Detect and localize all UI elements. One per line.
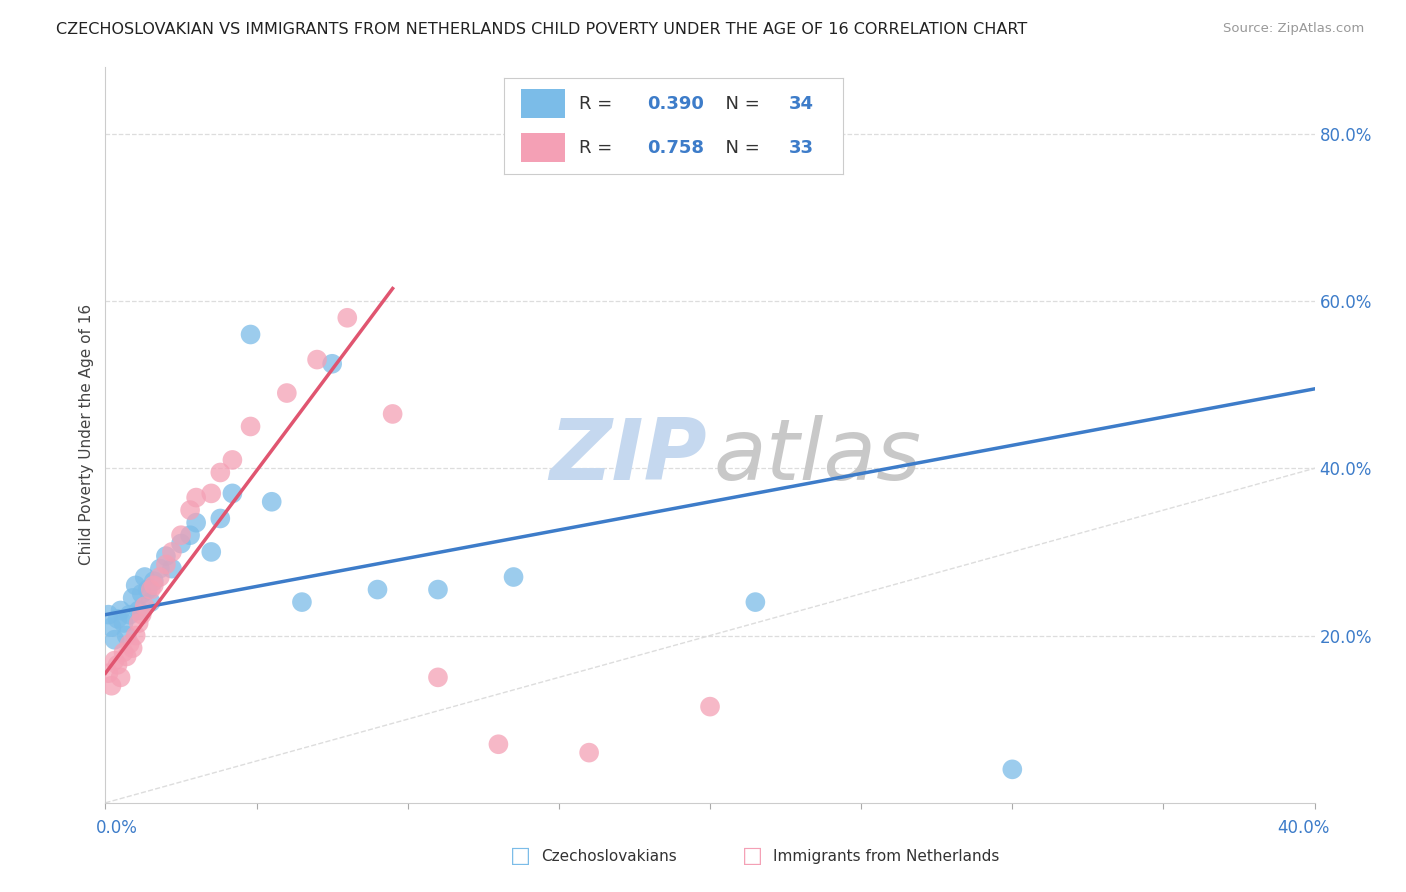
Point (110, 670, 132, 684)
Point (149, 562, 172, 576)
Point (149, 570, 172, 584)
Point (97, 607, 120, 622)
Point (186, 516, 208, 530)
Point (112, 645, 135, 659)
Text: 40.0%: 40.0% (1278, 819, 1330, 837)
Point (139, 582, 162, 597)
Point (502, 570, 524, 584)
Point (179, 503, 201, 517)
Point (260, 494, 283, 508)
Point (200, 486, 222, 500)
Point (100, 679, 122, 693)
Point (97, 666, 120, 681)
Text: atlas: atlas (714, 416, 922, 499)
Point (209, 466, 232, 480)
Point (121, 641, 143, 656)
Point (124, 578, 148, 592)
Point (139, 595, 162, 609)
Point (276, 386, 298, 401)
Point (103, 654, 125, 668)
Point (488, 737, 510, 751)
Point (427, 582, 450, 597)
Point (107, 657, 129, 672)
Point (134, 599, 156, 614)
Point (100, 620, 122, 634)
Point (142, 578, 165, 592)
Point (160, 562, 183, 576)
Point (107, 612, 129, 626)
Text: 0.0%: 0.0% (96, 819, 138, 837)
Point (209, 511, 232, 525)
Text: □: □ (510, 847, 530, 866)
Point (160, 545, 183, 559)
Point (221, 486, 243, 500)
Point (131, 607, 153, 622)
Point (239, 327, 262, 342)
Y-axis label: Child Poverty Under the Age of 16: Child Poverty Under the Age of 16 (79, 304, 94, 566)
Point (128, 615, 150, 630)
Point (134, 570, 156, 584)
Point (118, 607, 141, 622)
Point (155, 549, 177, 563)
Point (578, 746, 600, 760)
Point (291, 595, 314, 609)
Text: CZECHOSLOVAKIAN VS IMMIGRANTS FROM NETHERLANDS CHILD POVERTY UNDER THE AGE OF 16: CZECHOSLOVAKIAN VS IMMIGRANTS FROM NETHE… (56, 22, 1028, 37)
Point (142, 574, 165, 589)
Point (118, 637, 141, 651)
Point (170, 528, 193, 542)
Point (186, 491, 208, 505)
Point (124, 628, 148, 642)
Point (744, 595, 766, 609)
Point (239, 419, 262, 434)
Text: Czechoslovakians: Czechoslovakians (541, 849, 678, 863)
Point (336, 310, 359, 325)
Point (128, 603, 150, 617)
Point (155, 558, 177, 572)
Point (115, 649, 138, 664)
Point (121, 591, 143, 605)
Point (427, 670, 450, 684)
Point (200, 545, 222, 559)
Text: ZIP: ZIP (548, 416, 706, 499)
Text: □: □ (742, 847, 762, 866)
Point (699, 699, 721, 714)
Point (110, 603, 132, 617)
Point (103, 632, 125, 647)
Point (1001, 762, 1024, 776)
Point (321, 357, 343, 371)
Point (221, 453, 243, 467)
Point (170, 536, 193, 550)
Text: Source: ZipAtlas.com: Source: ZipAtlas.com (1223, 22, 1364, 36)
Point (112, 615, 135, 630)
Point (179, 528, 201, 542)
Point (381, 407, 404, 421)
Point (115, 628, 138, 642)
Point (366, 582, 388, 597)
Point (136, 582, 159, 597)
Point (307, 352, 329, 367)
Point (131, 587, 153, 601)
Text: Immigrants from Netherlands: Immigrants from Netherlands (773, 849, 1000, 863)
